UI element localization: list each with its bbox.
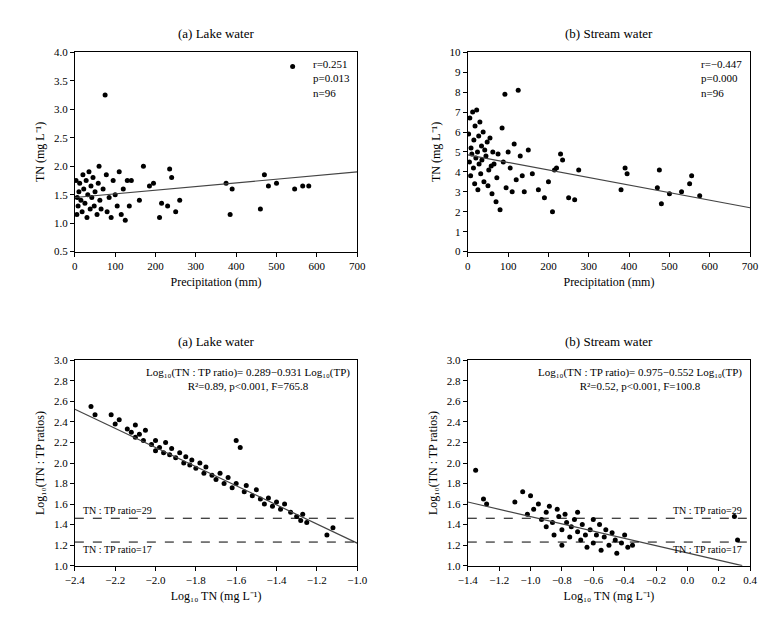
svg-text:500: 500 xyxy=(661,260,678,272)
svg-text:−0.8: −0.8 xyxy=(552,574,572,586)
svg-text:9: 9 xyxy=(455,66,461,78)
svg-text:1.5: 1.5 xyxy=(54,189,68,201)
svg-text:2.6: 2.6 xyxy=(54,395,68,407)
svg-text:700: 700 xyxy=(742,260,759,272)
svg-text:2.5: 2.5 xyxy=(54,132,68,144)
svg-text:−0.4: −0.4 xyxy=(615,574,635,586)
svg-text:−1.2: −1.2 xyxy=(307,574,327,586)
svg-text:TN : TP ratio=17: TN : TP ratio=17 xyxy=(673,544,742,555)
svg-text:500: 500 xyxy=(268,260,285,272)
svg-text:−1.0: −1.0 xyxy=(521,574,541,586)
svg-text:1.4: 1.4 xyxy=(447,518,461,530)
svg-text:2.4: 2.4 xyxy=(447,416,461,428)
svg-text:3.5: 3.5 xyxy=(54,75,68,87)
svg-text:4: 4 xyxy=(455,166,461,178)
svg-text:1.2: 1.2 xyxy=(54,539,68,551)
svg-text:−1.0: −1.0 xyxy=(347,574,367,586)
svg-text:100: 100 xyxy=(500,260,517,272)
svg-text:−1.2: −1.2 xyxy=(489,574,509,586)
svg-text:1.0: 1.0 xyxy=(54,217,68,229)
svg-text:7: 7 xyxy=(455,106,461,118)
svg-text:0.5: 0.5 xyxy=(54,245,68,257)
svg-text:1.0: 1.0 xyxy=(447,560,461,572)
svg-text:−0.6: −0.6 xyxy=(583,574,603,586)
svg-text:200: 200 xyxy=(540,260,557,272)
svg-text:300: 300 xyxy=(581,260,598,272)
svg-text:−1.4: −1.4 xyxy=(267,574,287,586)
svg-text:2.0: 2.0 xyxy=(447,457,461,469)
svg-text:300: 300 xyxy=(188,260,205,272)
svg-text:2.8: 2.8 xyxy=(447,375,461,387)
svg-text:1.0: 1.0 xyxy=(54,560,68,572)
svg-text:−1.4: −1.4 xyxy=(458,574,478,586)
svg-text:1: 1 xyxy=(455,226,461,238)
svg-text:0: 0 xyxy=(455,245,461,257)
svg-text:TN : TP ratio=29: TN : TP ratio=29 xyxy=(83,505,152,516)
svg-text:0: 0 xyxy=(72,260,78,272)
svg-text:2.6: 2.6 xyxy=(447,395,461,407)
svg-text:−2.2: −2.2 xyxy=(105,574,125,586)
svg-text:TN (mg L⁻¹): TN (mg L⁻¹) xyxy=(429,122,443,182)
svg-text:3: 3 xyxy=(455,186,461,198)
svg-text:Precipitation (mm): Precipitation (mm) xyxy=(171,275,262,289)
svg-text:−2.0: −2.0 xyxy=(146,574,166,586)
svg-text:5: 5 xyxy=(455,146,461,158)
svg-text:200: 200 xyxy=(147,260,164,272)
svg-text:3.0: 3.0 xyxy=(447,354,461,366)
svg-text:1.2: 1.2 xyxy=(447,539,461,551)
svg-text:4.0: 4.0 xyxy=(54,46,68,58)
svg-text:Log₁₀(TN : TP ratios): Log₁₀(TN : TP ratios) xyxy=(33,411,47,515)
svg-text:TN : TP ratio=17: TN : TP ratio=17 xyxy=(83,544,152,555)
svg-text:(b) Stream water: (b) Stream water xyxy=(565,334,653,349)
svg-text:1.4: 1.4 xyxy=(54,518,68,530)
svg-text:Log₁₀(TN : TP ratio)= 0.289−0.: Log₁₀(TN : TP ratio)= 0.289−0.931 Log₁₀(… xyxy=(146,366,350,392)
svg-text:r=0.251p=0.013n=96: r=0.251p=0.013n=96 xyxy=(313,58,350,99)
svg-text:2: 2 xyxy=(455,206,461,218)
svg-text:−0.2: −0.2 xyxy=(646,574,666,586)
svg-text:(a) Lake water: (a) Lake water xyxy=(178,334,254,349)
svg-text:2.8: 2.8 xyxy=(54,375,68,387)
svg-text:−1.6: −1.6 xyxy=(226,574,246,586)
svg-text:3.0: 3.0 xyxy=(54,354,68,366)
svg-text:Log₁₀ TN (mg L⁻¹): Log₁₀ TN (mg L⁻¹) xyxy=(171,589,262,603)
svg-text:400: 400 xyxy=(621,260,638,272)
svg-text:100: 100 xyxy=(107,260,124,272)
svg-text:0: 0 xyxy=(465,260,471,272)
svg-text:Log₁₀ TN (mg L⁻¹): Log₁₀ TN (mg L⁻¹) xyxy=(564,589,655,603)
svg-text:10: 10 xyxy=(450,46,462,58)
svg-text:0.4: 0.4 xyxy=(743,574,757,586)
svg-text:8: 8 xyxy=(455,86,461,98)
svg-text:600: 600 xyxy=(309,260,326,272)
svg-text:6: 6 xyxy=(455,126,461,138)
svg-text:−1.8: −1.8 xyxy=(186,574,206,586)
svg-text:1.6: 1.6 xyxy=(54,498,68,510)
svg-text:−2.4: −2.4 xyxy=(65,574,85,586)
svg-text:1.8: 1.8 xyxy=(447,477,461,489)
svg-text:(a) Lake water: (a) Lake water xyxy=(178,26,254,41)
svg-text:400: 400 xyxy=(228,260,245,272)
svg-text:1.8: 1.8 xyxy=(54,477,68,489)
svg-text:2.4: 2.4 xyxy=(54,416,68,428)
svg-text:2.2: 2.2 xyxy=(447,436,461,448)
svg-text:2.0: 2.0 xyxy=(54,160,68,172)
svg-text:1.6: 1.6 xyxy=(447,498,461,510)
svg-text:0.0: 0.0 xyxy=(680,574,694,586)
svg-text:Log₁₀(TN : TP ratio)= 0.975−0.: Log₁₀(TN : TP ratio)= 0.975−0.552 Log₁₀(… xyxy=(538,366,742,392)
svg-text:2.0: 2.0 xyxy=(54,457,68,469)
svg-text:TN : TP ratio=29: TN : TP ratio=29 xyxy=(673,505,742,516)
svg-text:Precipitation (mm): Precipitation (mm) xyxy=(563,275,654,289)
svg-text:2.2: 2.2 xyxy=(54,436,68,448)
svg-text:700: 700 xyxy=(349,260,366,272)
svg-text:(b) Stream water: (b) Stream water xyxy=(565,26,653,41)
svg-text:r=−0.447p=0.000n=96: r=−0.447p=0.000n=96 xyxy=(701,58,742,99)
svg-text:0.2: 0.2 xyxy=(712,574,726,586)
svg-text:3.0: 3.0 xyxy=(54,103,68,115)
svg-text:TN (mg L⁻¹): TN (mg L⁻¹) xyxy=(33,122,47,182)
svg-text:600: 600 xyxy=(702,260,719,272)
svg-text:Log₁₀(TN : TP ratios): Log₁₀(TN : TP ratios) xyxy=(426,411,440,515)
